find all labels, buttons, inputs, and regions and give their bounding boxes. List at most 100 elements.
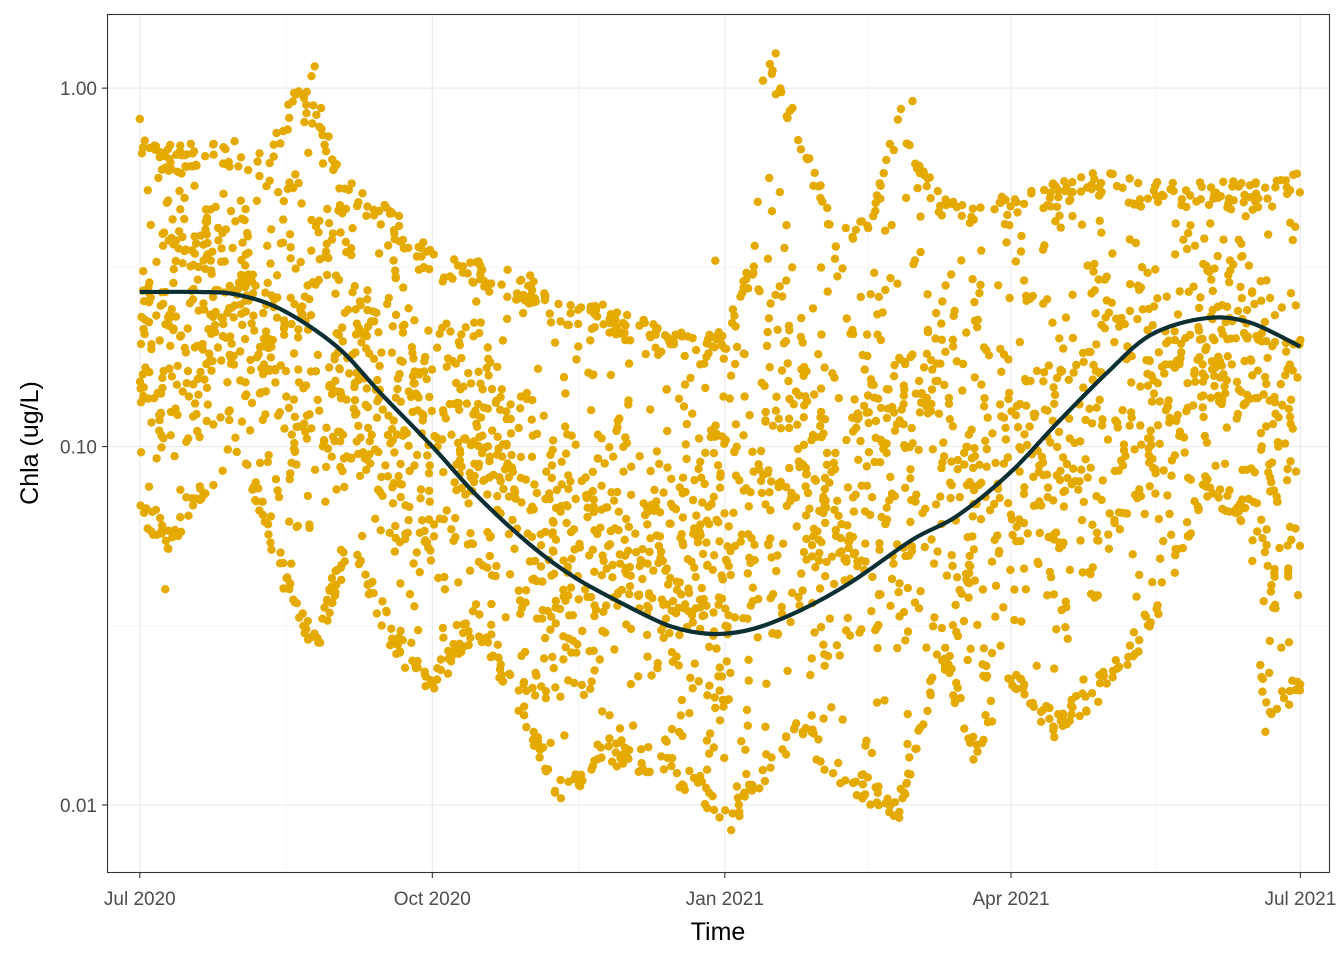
data-point — [899, 391, 908, 400]
data-point — [363, 305, 372, 315]
data-point — [1103, 435, 1113, 444]
data-point — [517, 603, 527, 612]
data-point — [273, 486, 282, 495]
data-point — [937, 319, 946, 328]
data-point — [1154, 609, 1163, 619]
data-point — [208, 292, 218, 302]
data-point — [1000, 220, 1010, 229]
data-point — [1067, 710, 1076, 719]
data-point — [198, 491, 208, 500]
data-point — [393, 384, 402, 394]
data-point — [350, 396, 360, 405]
data-point — [785, 326, 794, 335]
data-point — [329, 165, 338, 175]
data-point — [561, 422, 570, 431]
data-point — [1123, 660, 1132, 669]
data-point — [165, 310, 174, 320]
data-point — [786, 617, 795, 627]
data-point — [958, 201, 967, 210]
data-point — [744, 655, 753, 664]
data-point — [625, 582, 635, 591]
data-point — [1068, 333, 1078, 343]
data-point — [251, 496, 260, 505]
data-point — [1122, 509, 1132, 518]
data-point — [991, 612, 1000, 621]
data-point — [967, 454, 977, 463]
data-point — [1097, 495, 1106, 505]
data-point — [882, 448, 891, 458]
data-point — [802, 534, 811, 544]
x-tick-label: Jul 2021 — [1264, 889, 1336, 910]
data-point — [551, 596, 560, 606]
data-point-outlier — [1261, 727, 1270, 736]
data-point — [1257, 296, 1266, 305]
data-point — [1008, 530, 1017, 540]
data-point — [302, 434, 312, 443]
data-point — [590, 611, 599, 621]
data-point — [338, 323, 347, 332]
data-point — [1154, 348, 1164, 357]
data-point — [740, 349, 749, 359]
data-point — [615, 550, 624, 559]
data-point — [499, 484, 508, 494]
data-point — [970, 373, 979, 382]
data-point — [560, 731, 569, 740]
data-point — [619, 467, 628, 476]
data-point — [1061, 186, 1070, 196]
data-point — [660, 735, 670, 744]
data-point — [549, 547, 558, 556]
data-point — [1035, 497, 1044, 506]
data-point — [910, 598, 920, 607]
data-point — [831, 242, 840, 251]
data-point — [1239, 198, 1248, 207]
data-point — [991, 581, 1001, 590]
data-point — [1223, 352, 1232, 361]
data-point — [250, 326, 259, 335]
data-point — [905, 753, 914, 762]
data-point — [1267, 709, 1276, 719]
data-point — [1272, 704, 1282, 714]
data-point — [1183, 379, 1192, 388]
data-point — [413, 656, 422, 666]
data-point — [1220, 459, 1230, 468]
data-point — [981, 711, 990, 720]
data-point — [1075, 711, 1084, 721]
data-point — [626, 336, 635, 345]
data-point — [897, 405, 906, 414]
data-point — [982, 661, 991, 671]
data-point — [890, 426, 900, 435]
data-point — [171, 256, 180, 266]
data-point — [843, 483, 853, 492]
data-point — [361, 344, 371, 353]
data-point — [647, 671, 656, 680]
data-point — [488, 426, 497, 435]
data-point — [182, 379, 191, 388]
data-point — [471, 406, 480, 415]
data-point — [1268, 342, 1277, 351]
data-point — [546, 450, 555, 460]
data-point — [903, 627, 913, 636]
data-point — [1060, 177, 1069, 186]
data-point — [227, 339, 236, 348]
data-point — [980, 394, 989, 403]
data-point — [328, 229, 338, 238]
data-point — [1084, 568, 1094, 577]
data-point — [697, 583, 706, 593]
data-point — [429, 684, 439, 693]
data-point — [1050, 732, 1059, 742]
data-point — [396, 459, 405, 469]
data-point — [258, 370, 268, 379]
data-point — [731, 420, 741, 429]
data-point — [388, 483, 397, 492]
data-point — [738, 288, 747, 298]
data-point — [144, 394, 153, 403]
data-point — [192, 341, 202, 351]
data-point — [154, 173, 163, 183]
data-point — [1127, 413, 1136, 422]
data-point — [766, 506, 775, 515]
data-point — [1088, 419, 1097, 428]
data-point — [1083, 473, 1092, 482]
data-point — [1032, 661, 1041, 670]
data-point — [735, 476, 744, 485]
data-point — [550, 338, 560, 347]
